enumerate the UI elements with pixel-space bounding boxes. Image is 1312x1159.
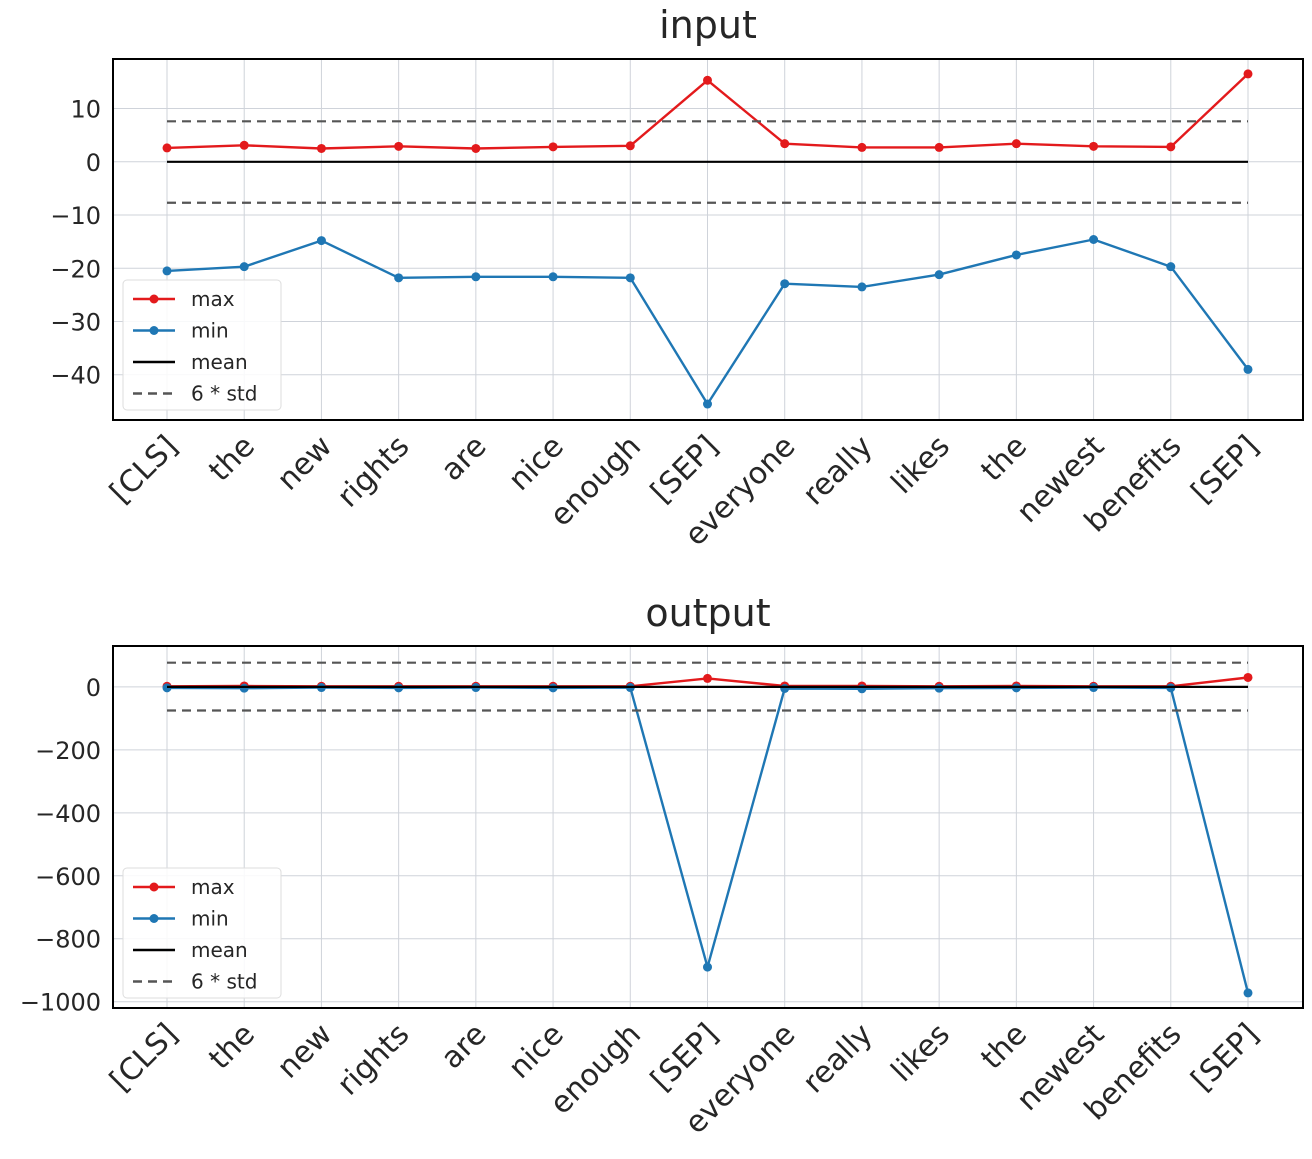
legend-marker xyxy=(149,882,159,892)
chart-title: output xyxy=(645,591,770,635)
y-tick-label: −1000 xyxy=(20,989,101,1017)
legend: max min mean 6 * std xyxy=(122,867,282,999)
legend-label: 6 * std xyxy=(191,970,257,994)
min-data-point xyxy=(1011,250,1021,260)
min-data-point xyxy=(162,266,172,276)
plot-frame xyxy=(112,58,1304,421)
max-data-point xyxy=(934,142,944,152)
chart-title: input xyxy=(659,3,757,47)
x-tick-label: are xyxy=(434,429,493,488)
y-tick-label: 10 xyxy=(70,96,101,124)
x-tick-label: nice xyxy=(502,1017,571,1086)
min-data-point xyxy=(857,282,867,292)
legend-marker xyxy=(149,914,159,923)
max-data-point xyxy=(780,139,790,149)
x-tick-label: [SEP] xyxy=(1185,429,1266,510)
x-tick-label: are xyxy=(434,1017,493,1076)
max-data-point xyxy=(548,142,558,152)
max-data-point xyxy=(703,673,712,683)
min-data-point xyxy=(625,273,635,283)
grid-lines xyxy=(113,59,1303,420)
legend-label: max xyxy=(191,287,235,311)
min-data-point xyxy=(934,270,944,280)
max-data-point xyxy=(1243,672,1253,682)
max-data-point xyxy=(162,143,172,153)
x-tick-label: new xyxy=(270,1017,339,1086)
legend-label: mean xyxy=(191,350,248,374)
legend-label: min xyxy=(191,907,229,931)
grid-lines xyxy=(113,646,1303,1008)
legend-marker xyxy=(149,294,159,304)
plot-frame xyxy=(112,645,1304,1009)
x-tick-label: likes xyxy=(885,429,957,501)
min-data-point xyxy=(548,272,558,282)
min-data-point xyxy=(239,683,249,693)
max-data-point xyxy=(1166,142,1176,152)
x-tick-label: likes xyxy=(885,1017,957,1089)
min-data-point xyxy=(1243,364,1253,374)
legend: max min mean 6 * std xyxy=(122,279,282,411)
max-data-point xyxy=(394,141,404,151)
min-data-point xyxy=(703,399,712,409)
y-tick-label: −400 xyxy=(35,800,101,828)
min-data-point xyxy=(857,684,867,694)
min-data-point xyxy=(239,262,249,272)
legend-label: mean xyxy=(191,938,248,962)
x-tick-label: [CLS] xyxy=(103,1017,184,1098)
y-tick-label: −20 xyxy=(50,255,101,283)
max-data-point xyxy=(703,75,712,85)
min-data-point xyxy=(1243,988,1253,998)
min-data-point xyxy=(703,962,712,972)
max-data-point xyxy=(857,142,867,152)
max-data-point xyxy=(625,141,635,151)
y-tick-label: 0 xyxy=(86,674,101,702)
x-tick-label: rights xyxy=(331,1017,417,1103)
x-tick-label: new xyxy=(270,429,339,498)
y-tick-label: −30 xyxy=(50,308,101,336)
max-data-point xyxy=(471,143,481,153)
min-data-point xyxy=(780,683,790,693)
legend-box xyxy=(122,867,282,999)
x-tick-label: really xyxy=(796,429,879,512)
x-tick-label: the xyxy=(974,1017,1034,1077)
x-tick-label: [CLS] xyxy=(103,429,184,510)
x-tick-label: the xyxy=(202,1017,262,1077)
legend-marker xyxy=(149,326,159,335)
legend-label: min xyxy=(191,319,229,343)
x-tick-label: nice xyxy=(502,429,571,498)
max-data-point xyxy=(1243,69,1253,79)
max-data-point xyxy=(316,143,326,153)
min-data-point xyxy=(316,236,326,246)
y-tick-label: −200 xyxy=(35,737,101,765)
min-data-point xyxy=(471,272,481,282)
y-tick-label: −40 xyxy=(50,362,101,390)
x-tick-label: the xyxy=(974,429,1034,489)
y-tick-label: 0 xyxy=(86,149,101,177)
min-data-point xyxy=(394,273,404,283)
y-tick-label: −10 xyxy=(50,202,101,230)
min-data-point xyxy=(1166,262,1176,272)
y-tick-label: −600 xyxy=(35,863,101,891)
min-data-point xyxy=(780,279,790,289)
min-data-point xyxy=(1089,235,1099,244)
y-tick-label: −800 xyxy=(35,926,101,954)
x-tick-label: the xyxy=(202,429,262,489)
min-data-point xyxy=(934,683,944,693)
legend-label: max xyxy=(191,875,235,899)
x-tick-label: [SEP] xyxy=(1185,1017,1266,1098)
max-data-point xyxy=(1089,141,1099,151)
legend-label: 6 * std xyxy=(191,382,257,406)
max-data-point xyxy=(1011,139,1021,149)
max-data-point xyxy=(239,140,249,150)
x-tick-label: really xyxy=(796,1017,879,1100)
legend-box xyxy=(122,279,282,411)
x-tick-label: rights xyxy=(331,429,417,515)
